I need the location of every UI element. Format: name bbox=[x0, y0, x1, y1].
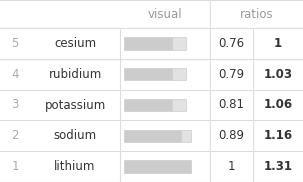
Text: 0.89: 0.89 bbox=[218, 129, 245, 142]
Text: 1.31: 1.31 bbox=[264, 160, 292, 173]
Text: 0.79: 0.79 bbox=[218, 68, 245, 81]
Bar bbox=[124, 161, 191, 173]
Text: potassium: potassium bbox=[44, 98, 106, 112]
Bar bbox=[124, 130, 181, 142]
Text: 1.16: 1.16 bbox=[263, 129, 293, 142]
Bar bbox=[124, 68, 171, 80]
Text: 1: 1 bbox=[11, 160, 19, 173]
Bar bbox=[171, 68, 186, 80]
Bar bbox=[171, 37, 186, 50]
Text: cesium: cesium bbox=[54, 37, 96, 50]
Text: ratios: ratios bbox=[240, 7, 273, 21]
Text: 3: 3 bbox=[11, 98, 19, 112]
Bar bbox=[181, 130, 191, 142]
Text: visual: visual bbox=[148, 7, 182, 21]
Text: sodium: sodium bbox=[53, 129, 97, 142]
Text: rubidium: rubidium bbox=[48, 68, 102, 81]
Text: 2: 2 bbox=[11, 129, 19, 142]
Text: 1: 1 bbox=[274, 37, 282, 50]
Text: lithium: lithium bbox=[54, 160, 96, 173]
Text: 1.06: 1.06 bbox=[263, 98, 293, 112]
Text: 1.03: 1.03 bbox=[264, 68, 292, 81]
Text: 1: 1 bbox=[228, 160, 235, 173]
Bar bbox=[124, 99, 171, 111]
Text: 4: 4 bbox=[11, 68, 19, 81]
Text: 5: 5 bbox=[11, 37, 19, 50]
Text: 0.76: 0.76 bbox=[218, 37, 245, 50]
Bar bbox=[124, 37, 171, 50]
Text: 0.81: 0.81 bbox=[218, 98, 245, 112]
Bar bbox=[171, 99, 186, 111]
